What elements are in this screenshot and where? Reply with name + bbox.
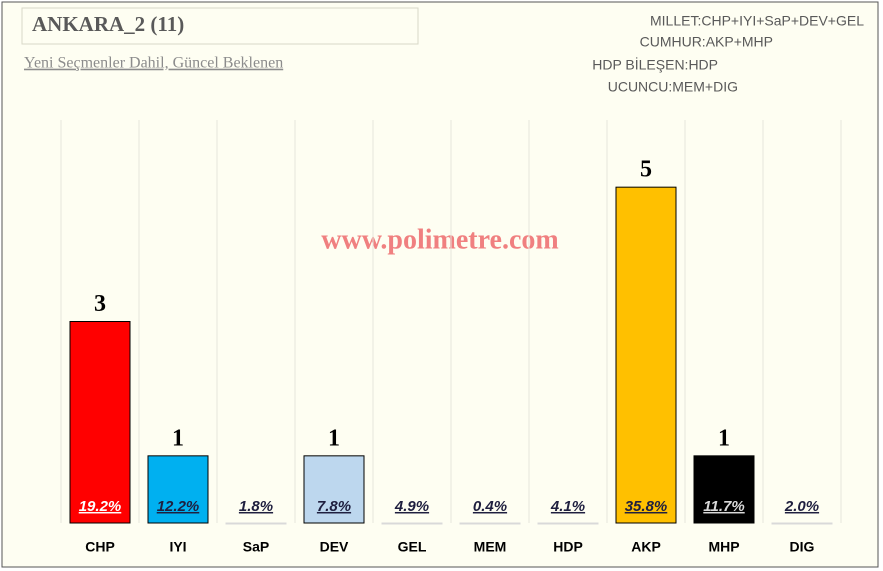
share-label: 4.1% (550, 498, 585, 515)
x-tick-label: AKP (631, 539, 661, 555)
title-box (21, 7, 419, 45)
chart-title: ANKARA_2 (11) (32, 12, 184, 36)
share-label: 2.0% (784, 498, 819, 515)
chart-subtitle: Yeni Seçmenler Dahil, Güncel Beklenen (24, 55, 283, 72)
value-label: 1 (328, 425, 340, 451)
bar (303, 455, 365, 524)
bar (147, 455, 209, 524)
bar (381, 522, 443, 525)
x-tick-label: CHP (85, 539, 115, 555)
value-label: 1 (172, 425, 184, 451)
bar (771, 522, 833, 525)
watermark: www.polimetre.com (321, 224, 558, 255)
note-line: CUMHUR:AKP+MHP (640, 34, 773, 50)
x-tick-label: HDP (553, 539, 583, 555)
value-label: 1 (718, 425, 730, 451)
share-label: 19.2% (79, 498, 122, 515)
share-label: 12.2% (157, 498, 200, 515)
share-label: 35.8% (625, 498, 668, 515)
notes: MILLET:CHP+IYI+SaP+DEV+GEL CUMHUR:AKP+MHP… (592, 13, 864, 95)
share-label: 11.7% (703, 498, 744, 515)
value-label: 3 (94, 291, 106, 317)
note-line: HDP BİLEŞEN:HDP (592, 56, 718, 73)
share-label: 7.8% (317, 498, 351, 515)
bar (615, 186, 677, 524)
x-tick-label: GEL (398, 539, 427, 555)
bar (225, 522, 287, 525)
x-tick-label: SaP (243, 539, 269, 555)
x-tick-label: MEM (474, 539, 507, 555)
x-tick-label: MHP (708, 539, 739, 555)
bar (459, 522, 521, 525)
value-label: 5 (640, 157, 652, 183)
share-label: 4.9% (394, 498, 429, 515)
bar (537, 522, 599, 525)
share-label: 1.8% (239, 498, 273, 515)
note-line: UCUNCU:MEM+DIG (608, 79, 738, 95)
note-line: MILLET:CHP+IYI+SaP+DEV+GEL (650, 13, 864, 29)
x-tick-label: DEV (320, 539, 349, 555)
x-tick-label: DIG (790, 539, 815, 555)
x-tick-label: IYI (169, 539, 186, 555)
bar (693, 455, 755, 524)
bar (69, 321, 131, 524)
share-label: 0.4% (473, 498, 507, 515)
